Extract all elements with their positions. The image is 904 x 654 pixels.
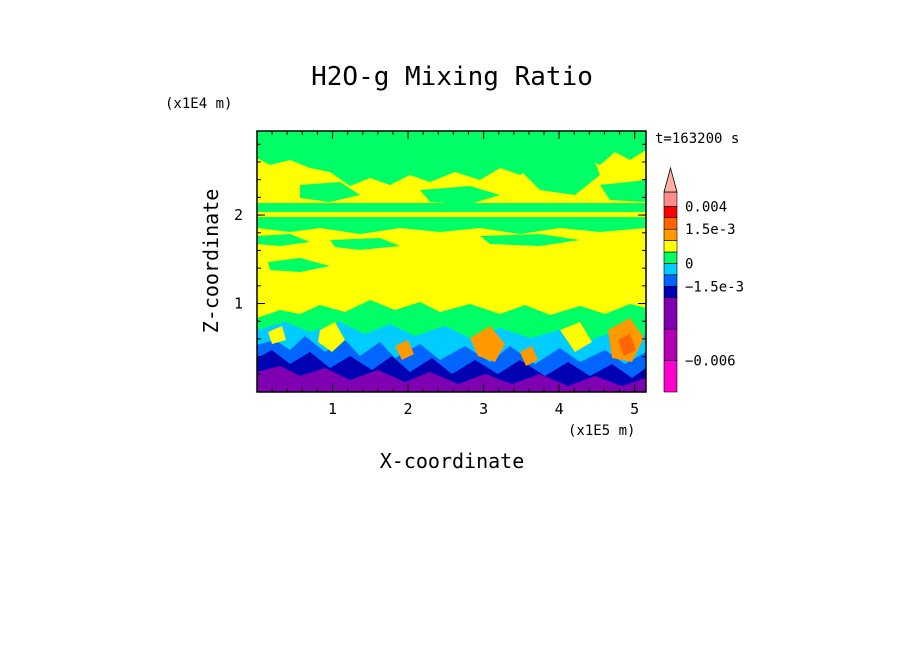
colorbar-swatch-8	[663, 228, 678, 241]
upper-green-patch-4	[420, 186, 500, 204]
colorbar-swatch-1	[663, 328, 678, 361]
upper-green-patch-2	[520, 140, 600, 195]
lower-purple-base	[257, 366, 646, 392]
plume-8	[520, 346, 538, 366]
upper-green-patch-1	[345, 138, 395, 168]
plume-6	[395, 340, 414, 360]
green-streak	[268, 258, 330, 272]
colorbar-swatch-3	[663, 285, 678, 299]
y-unit-label: (x1E4 m)	[165, 96, 232, 112]
colorbar-swatch-10	[663, 205, 678, 219]
colorbar-swatch-9	[663, 217, 678, 230]
colorbar-label-1: 1.5e-3	[685, 222, 736, 238]
x-tick-label-3: 4	[555, 400, 564, 418]
colorbar-labels: 0.004 1.5e-3 0 −1.5e-3 −0.006	[685, 199, 744, 369]
green-band-z2-lower	[257, 217, 646, 234]
colorbar-swatch-2	[663, 297, 678, 330]
green-wisp-1	[257, 234, 310, 246]
time-label: t=163200 s	[655, 131, 739, 147]
x-tick-label-4: 5	[630, 400, 639, 418]
plot-area	[257, 131, 646, 392]
x-axis-ticks	[271, 131, 636, 392]
colorbar-swatch-7	[663, 240, 678, 253]
green-band-z2	[257, 203, 646, 212]
x-unit-label: (x1E5 m)	[568, 423, 635, 439]
x-tick-labels: 1 2 3 4 5	[328, 400, 639, 418]
y-tick-label-1: 2	[234, 206, 243, 224]
green-wisp-2	[480, 234, 580, 246]
x-tick-label-1: 2	[404, 400, 413, 418]
upper-green-patch-5	[600, 180, 646, 202]
plume-5	[618, 334, 636, 356]
colorbar-swatch-5	[663, 263, 678, 276]
y-tick-labels: 12	[234, 206, 243, 312]
plume-1	[318, 322, 345, 352]
colorbar-swatch-11	[663, 191, 678, 207]
colorbar-label-4: −0.006	[685, 354, 736, 370]
colorbar-swatch-6	[663, 251, 678, 264]
x-tick-label-0: 1	[328, 400, 337, 418]
colorbar-label-2: 0	[685, 256, 693, 272]
chart-title: H2O-g Mixing Ratio	[311, 62, 593, 92]
plume-2	[470, 326, 505, 362]
y-axis-label: Z-coordinate	[199, 189, 223, 334]
upper-green-patch-3	[300, 182, 360, 202]
y-axis-ticks	[257, 143, 646, 375]
colorbar	[663, 166, 678, 393]
plume-7	[268, 326, 286, 344]
colorbar-label-3: −1.5e-3	[685, 279, 744, 295]
colorbar-extend-triangle	[663, 166, 678, 193]
colorbar-swatch-0	[663, 360, 678, 393]
x-axis-label: X-coordinate	[380, 449, 525, 473]
green-wisp-3	[330, 238, 400, 250]
plot-frame	[256, 130, 647, 393]
x-tick-label-2: 3	[479, 400, 488, 418]
y-tick-label-0: 1	[234, 295, 243, 313]
colorbar-swatch-4	[663, 274, 678, 287]
plume-3	[560, 322, 592, 352]
colorbar-label-0: 0.004	[685, 199, 727, 215]
